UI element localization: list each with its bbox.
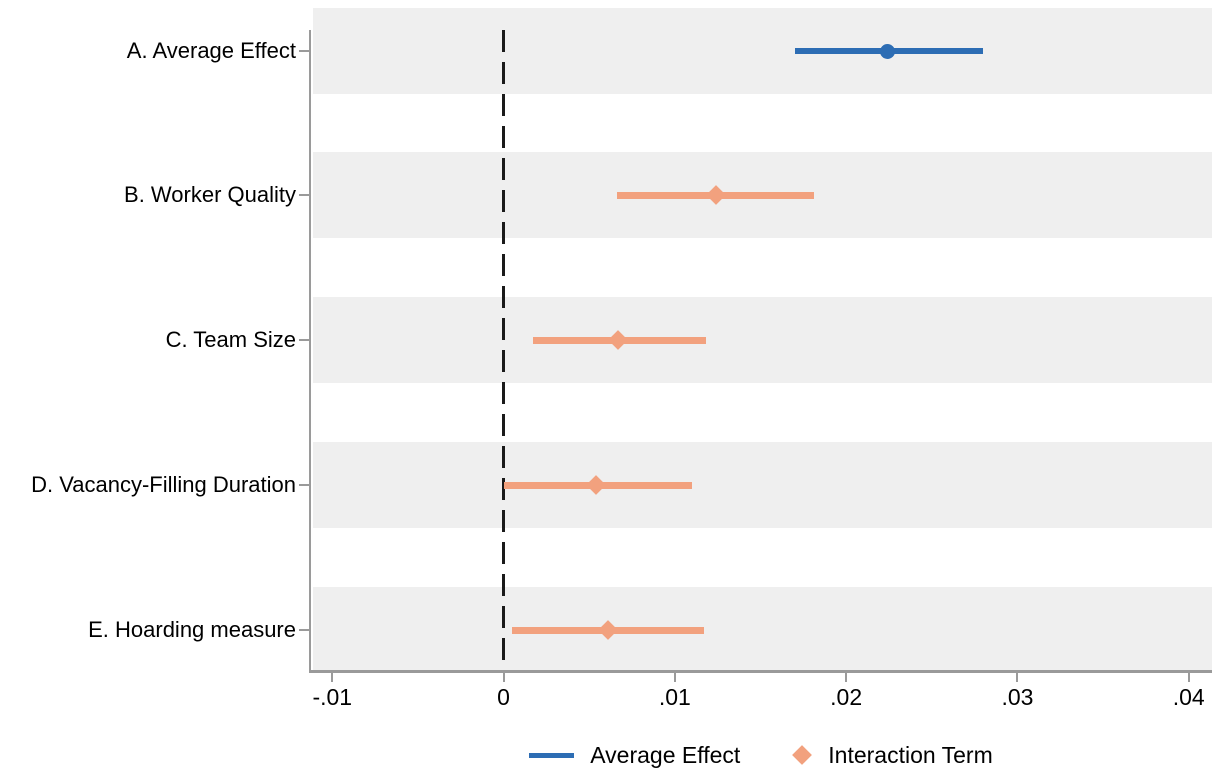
legend-line-swatch	[529, 752, 575, 758]
category-label: D. Vacancy-Filling Duration	[31, 472, 296, 497]
y-tick	[299, 629, 309, 631]
diamond-icon	[792, 745, 813, 765]
x-tick	[1016, 673, 1019, 682]
legend-label-interaction-term: Interaction Term	[828, 741, 993, 768]
category-label: E. Hoarding measure	[88, 617, 296, 642]
legend-item-interaction-term: Interaction Term	[792, 741, 993, 769]
x-tick	[331, 673, 334, 682]
category-label: A. Average Effect	[126, 38, 296, 63]
y-tick	[299, 50, 309, 52]
category-label: C. Team Size	[165, 327, 296, 352]
legend-item-average-effect: Average Effect	[529, 742, 740, 769]
x-tick-label: -.01	[312, 684, 353, 710]
legend-label-average-effect: Average Effect	[590, 741, 741, 768]
y-tick	[299, 484, 309, 486]
zero-line	[502, 30, 506, 668]
legend: Average Effect Interaction Term	[310, 736, 1212, 774]
x-tick-label: .04	[1172, 684, 1205, 710]
x-axis-line	[309, 670, 1212, 673]
y-axis-line	[309, 30, 311, 670]
x-tick	[673, 673, 676, 682]
x-tick-label: .02	[830, 684, 863, 710]
x-tick-label: .01	[658, 684, 691, 710]
legend-diamond-swatch	[792, 745, 813, 765]
point-estimate-marker	[879, 43, 895, 59]
category-band	[313, 8, 1212, 94]
category-band	[313, 587, 1212, 673]
x-tick	[845, 673, 848, 682]
x-tick	[502, 673, 505, 682]
category-band	[313, 297, 1212, 383]
category-band	[313, 442, 1212, 528]
y-tick	[299, 194, 309, 196]
y-tick	[299, 339, 309, 341]
category-label: B. Worker Quality	[124, 182, 296, 207]
x-tick-label: 0	[497, 684, 510, 710]
x-tick-label: .03	[1001, 684, 1034, 710]
x-tick	[1187, 673, 1190, 682]
